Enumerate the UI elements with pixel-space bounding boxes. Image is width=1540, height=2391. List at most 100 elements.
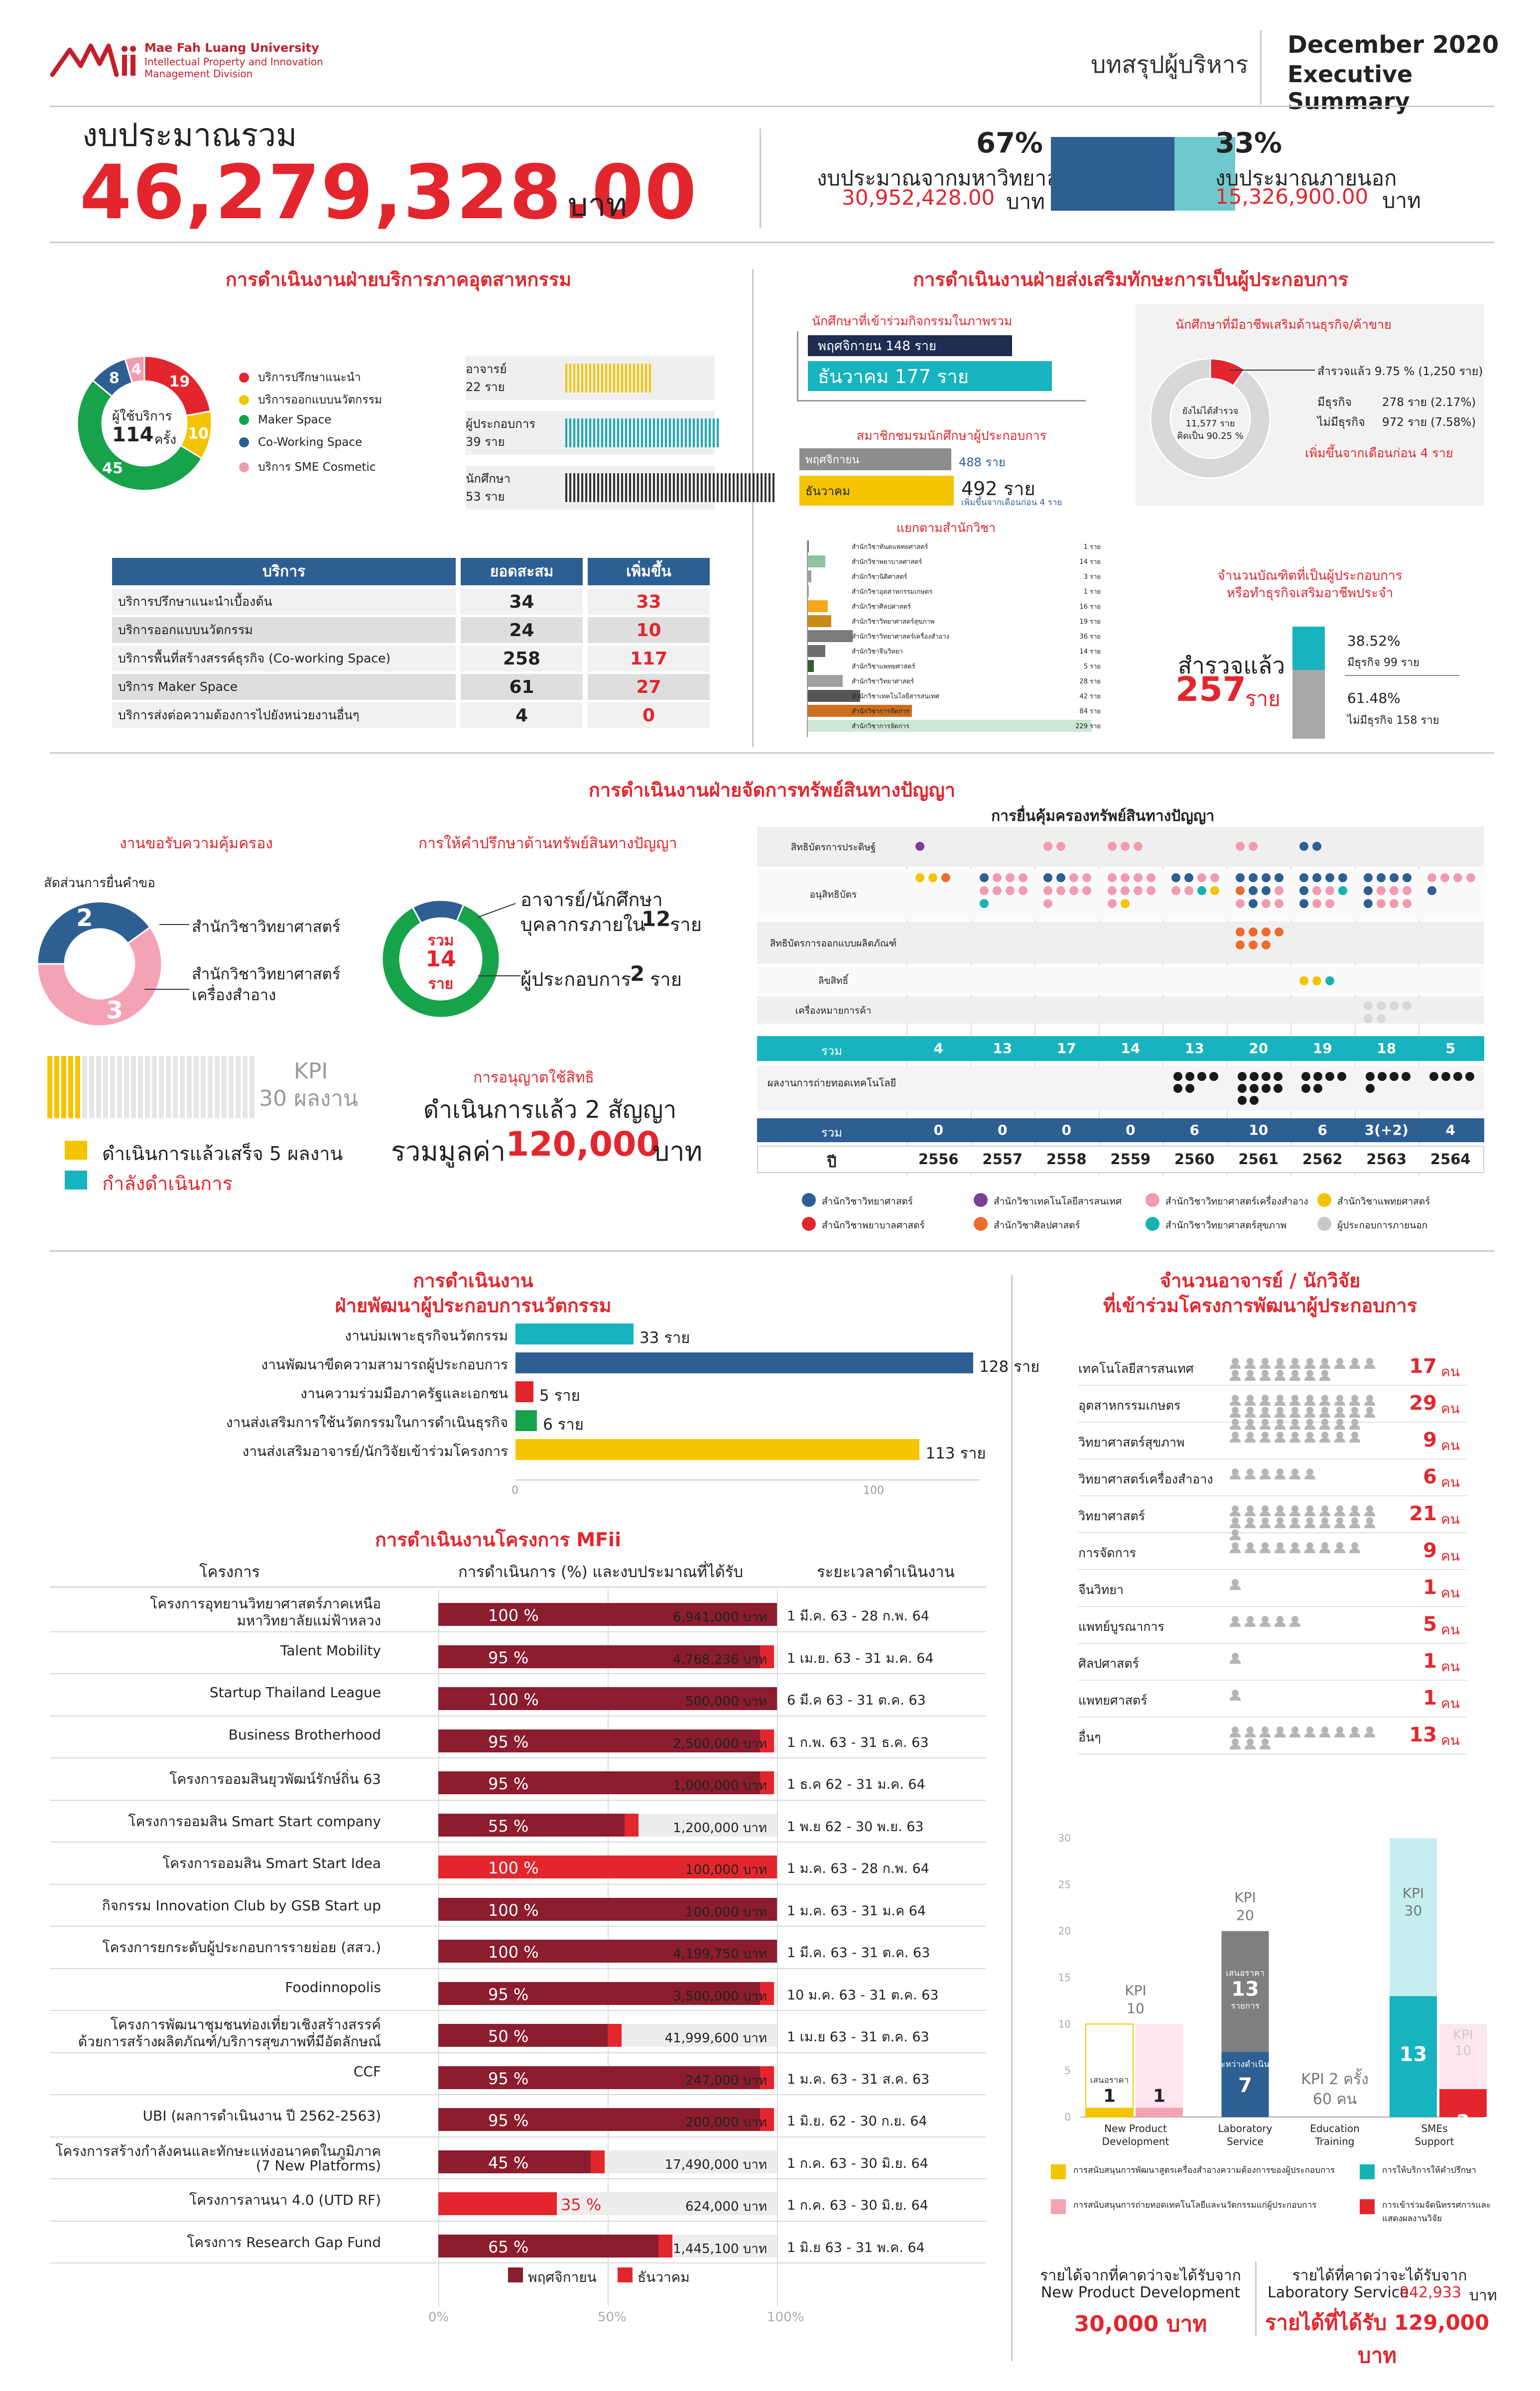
transfer-dot [1401,1072,1411,1081]
year-value: 2558 [1046,1151,1087,1168]
user-tick [585,418,587,447]
ip-dot [979,886,989,895]
ip-legend-label: สำนักวิชาพยาบาลศาสตร์ [822,1220,925,1231]
ip-dot [1107,899,1117,908]
grad-no-label: ไม่มีธุรกิจ 158 ราย [1347,714,1439,727]
mfii-bar-fill [438,1940,777,1963]
person-icon-body [1260,1512,1271,1516]
ip-dot [1146,886,1155,895]
svc-legend-swatch [1051,2164,1066,2179]
report-date: December 2020 [1287,31,1499,59]
svc-legend-label: การเข้าร่วมจัดนิทรรศการและแสดงผลงานวิจัย [1382,2200,1491,2224]
person-icon-body [1334,1364,1345,1369]
career-not-pct: คิดเป็น 90.25 % [1177,431,1244,441]
sme-kpi-a-label: KPI [1403,1885,1424,1901]
user-tick [613,418,615,447]
person-icon [1247,1505,1254,1512]
budget-title: งบประมาณรวม [82,117,297,154]
person-icon [1232,1738,1239,1745]
research-count: 1 [1423,1650,1437,1673]
person-icon-body [1275,1438,1285,1443]
sum2-value: 0 [998,1122,1008,1138]
npd-a-label: 1 [1103,2086,1116,2106]
mfii-bar-dec [760,1729,774,1752]
sum-value: 18 [1377,1040,1397,1057]
person-icon [1262,1358,1269,1365]
person-icon-body [1334,1413,1345,1418]
kpi-tick [96,1056,101,1118]
ip-dot [1299,976,1308,985]
user-tick [721,473,723,502]
transfer-dot [1273,1072,1283,1081]
person-icon-body [1245,1401,1256,1406]
grid-row-label: เครื่องหมายการค้า [795,1005,872,1016]
user-tick [581,473,583,502]
mfii-bar-budget: 17,490,000 บาท [664,2157,767,2172]
person-icon-body [1230,1524,1241,1528]
person-icon-body [1230,1549,1241,1553]
ip-dot [1363,899,1373,908]
ip-legend-label: สำนักวิชาวิทยาศาสตร์สุขภาพ [1165,1220,1287,1231]
mfii-bar-pct: 100 % [488,1859,539,1877]
person-icon-body [1230,1622,1241,1627]
career-increase: เพิ่มขึ้นจากเดือนก่อน 4 ราย [1305,446,1453,460]
lab-quote-note: เสนอราคา [1226,1969,1265,1979]
ip-dot [1107,886,1117,895]
year-value: 2563 [1366,1151,1407,1168]
grad-has-label: มีธุรกิจ 99 ราย [1347,657,1419,669]
ip-dot [1056,886,1065,895]
person-icon [1306,1542,1313,1549]
person-icon-body [1275,1733,1285,1737]
transfer-dot [1261,1072,1271,1081]
ip-legend-dot [974,1193,988,1207]
y-tick-label: 5 [1064,2065,1071,2077]
research-row-divider [1078,1495,1467,1496]
consult-legend-1u: ราย [670,914,702,935]
mfii-period: 6 มี.ค 63 - 31 ต.ค. 63 [787,1693,926,1708]
user-tick [569,364,571,393]
sum-row-label: รวม [821,1044,843,1058]
research-faculty: แพทยศาสตร์ [1078,1693,1148,1708]
kpi-tick [166,1056,171,1118]
user-tick [673,473,675,502]
mfii-bar-dec [608,2024,622,2047]
person-icon [1321,1370,1328,1377]
user-tick [577,418,579,447]
research-faculty: การจัดการ [1078,1546,1137,1560]
school-bar [808,585,809,597]
user-tick [645,364,647,393]
user-tick [665,473,667,502]
ip-dot [1248,886,1258,895]
user-tick [749,473,751,502]
school-bar [808,675,843,687]
mfii-project-name: โครงการออมสินยุวพัฒน์รักษ์ถิ่น 63 [169,1771,381,1787]
lab-kpi-label: KPI [1234,1889,1256,1906]
user-tick [601,473,603,502]
mfii-bar-budget: 200,000 บาท [685,2115,767,2130]
person-icon-body [1364,1413,1375,1418]
grad-title2: หรือทำธุรกิจเสริมอาชีพประจำ [1226,586,1394,601]
mfii-bar-budget: 500,000 บาท [685,1694,767,1709]
career-has-value: 278 ราย (2.17%) [1382,396,1476,409]
ip-grid-title: การยื่นคุ้มครองทรัพย์สินทางปัญญา [991,807,1215,825]
person-icon-body [1319,1364,1330,1369]
user-tick [741,473,743,502]
service-legend-item: Co-Working Space [239,436,362,449]
research-count: 9 [1423,1429,1437,1452]
mfii-bar-fill [438,2234,658,2258]
year-value: 2556 [918,1151,959,1168]
mfii-bar-budget: 624,000 บาท [685,2199,767,2214]
kpi-doing-swatch [65,1171,87,1190]
research-count: 21 [1409,1502,1437,1525]
person-icon-body [1319,1733,1330,1737]
grad-surveyed: สำรวจแล้ว [1178,652,1285,679]
person-icon-body [1230,1364,1241,1369]
person-icon-body [1260,1745,1271,1749]
person-icon-body [1260,1549,1271,1553]
ip-dot [1120,886,1130,895]
research-count: 5 [1423,1613,1437,1636]
person-icon [1291,1468,1298,1475]
legend-label: บริการ SME Cosmetic [258,461,376,474]
budget-outside-amount: 15,326,900.00 [1215,184,1369,209]
person-icon-body [1289,1376,1300,1381]
